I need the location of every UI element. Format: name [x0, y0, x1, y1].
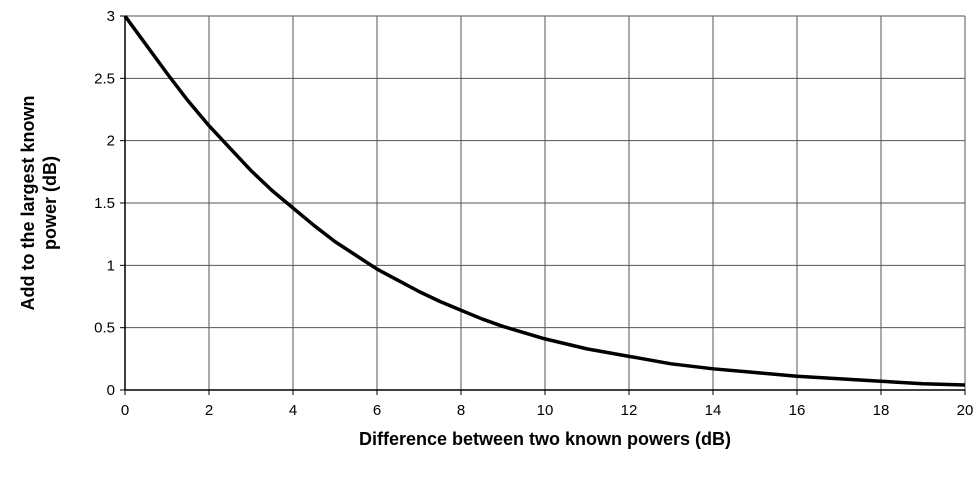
- y-tick-label: 1: [107, 257, 115, 274]
- y-tick-label: 2.5: [94, 70, 115, 87]
- x-tick-label: 4: [289, 402, 297, 419]
- x-tick-label: 8: [457, 402, 465, 419]
- x-tick-label: 2: [205, 402, 213, 419]
- y-axis-title: Add to the largest known power (dB): [18, 95, 60, 310]
- x-tick-label: 20: [957, 402, 974, 419]
- y-tick-label: 0: [107, 382, 115, 399]
- y-axis-title-line: power (dB): [40, 156, 60, 250]
- y-tick-label: 1.5: [94, 195, 115, 212]
- y-tick-label: 0.5: [94, 320, 115, 337]
- x-tick-label: 18: [873, 402, 890, 419]
- x-tick-label: 10: [537, 402, 554, 419]
- x-tick-label: 12: [621, 402, 638, 419]
- x-tick-label: 6: [373, 402, 381, 419]
- x-tick-label: 0: [121, 402, 129, 419]
- x-tick-label: 16: [789, 402, 806, 419]
- x-tick-label: 14: [705, 402, 722, 419]
- y-tick-label: 3: [107, 8, 115, 25]
- data-line: [123, 14, 966, 387]
- x-axis-title: Difference between two known powers (dB): [359, 429, 731, 449]
- y-axis-title-line: Add to the largest known: [18, 95, 38, 310]
- y-tick-label: 2: [107, 133, 115, 150]
